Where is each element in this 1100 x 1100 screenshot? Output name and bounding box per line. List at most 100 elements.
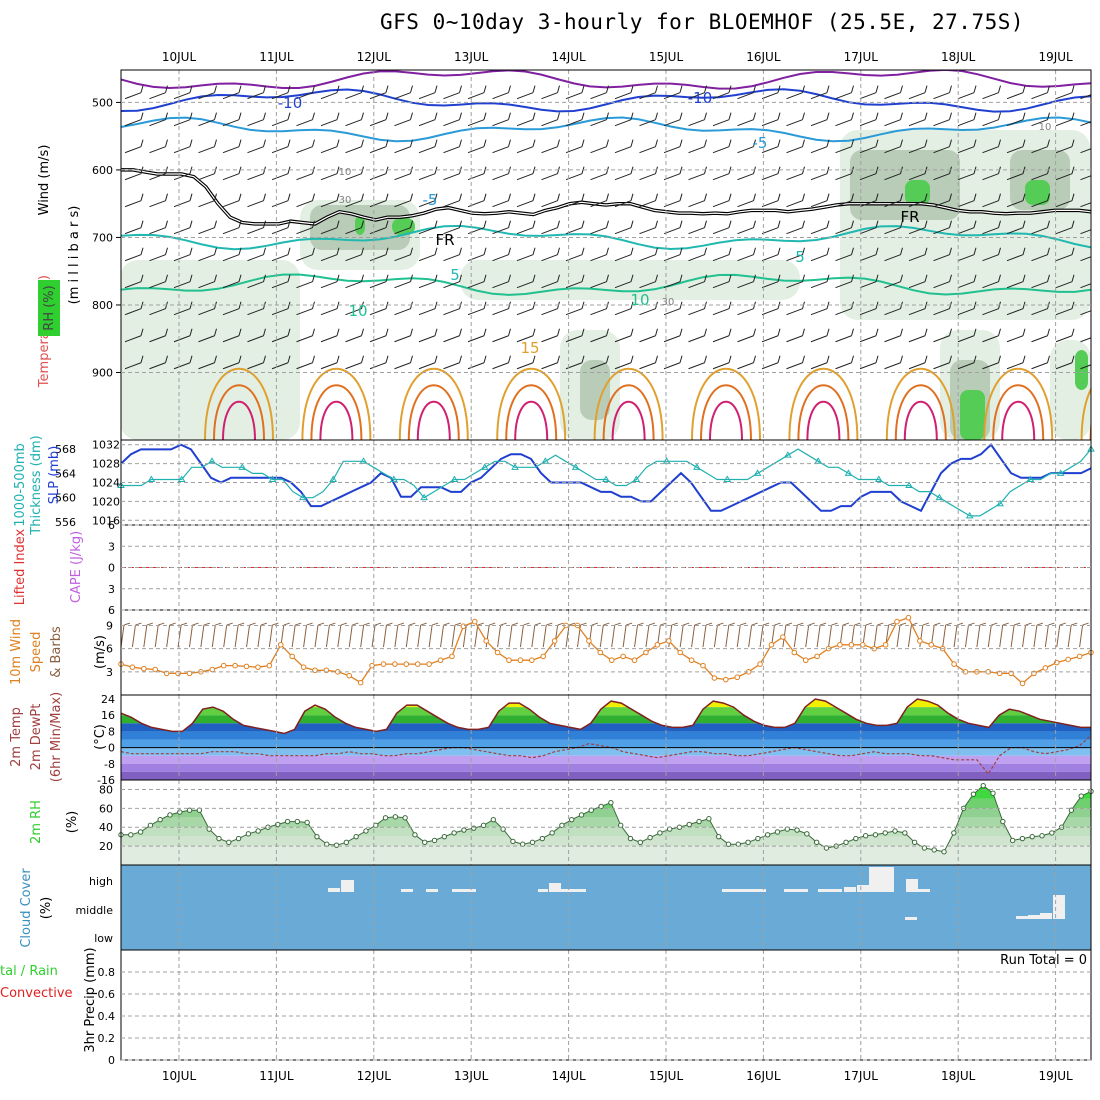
li-tick-label: 6 bbox=[108, 519, 115, 532]
rh-marker bbox=[529, 839, 536, 846]
wind-barb bbox=[957, 112, 977, 127]
surface-wind-barb bbox=[257, 622, 268, 648]
wind-barb bbox=[859, 220, 879, 235]
wind-barb bbox=[1006, 220, 1026, 235]
precip-unit-label: 3hr Precip (mm) bbox=[83, 947, 98, 1052]
temp-contour-loop bbox=[1001, 400, 1036, 440]
wind-barb bbox=[761, 85, 781, 100]
wind-barb bbox=[884, 355, 903, 370]
wind-barb bbox=[418, 85, 438, 100]
surface-wind-barb bbox=[964, 622, 975, 648]
date-label-top: 12JUL bbox=[357, 50, 392, 64]
slp-tick-label: 1024 bbox=[92, 477, 120, 490]
rh-marker bbox=[402, 815, 408, 821]
wind-barb bbox=[149, 193, 168, 208]
rh-tick-label: 20 bbox=[99, 840, 113, 853]
temperature-tick-label: -8 bbox=[104, 758, 115, 771]
wind-barb bbox=[761, 274, 781, 289]
wind-barb bbox=[320, 328, 340, 343]
wind-barb bbox=[712, 328, 732, 343]
wind-barb bbox=[982, 139, 1001, 154]
temperature-band bbox=[121, 771, 1091, 780]
surface-wind-barb bbox=[177, 622, 188, 648]
rh-marker bbox=[471, 825, 477, 831]
rh-marker bbox=[392, 814, 399, 820]
rh-axis-label: RH (%) bbox=[42, 285, 57, 330]
wind-barb bbox=[786, 112, 805, 127]
wind-barb bbox=[1080, 202, 1091, 208]
temperature-tick-label: 24 bbox=[101, 693, 115, 706]
wind-barb bbox=[933, 355, 952, 370]
wind-barb bbox=[835, 139, 854, 154]
wind-barb bbox=[320, 139, 340, 154]
wind-barb bbox=[614, 193, 634, 208]
wind-barb bbox=[761, 355, 781, 370]
cloud-bar bbox=[869, 867, 894, 892]
wind-speed-marker bbox=[928, 641, 935, 648]
temp-axis-label: 2m Temp bbox=[9, 707, 24, 767]
cloud-bar bbox=[328, 888, 340, 892]
wind-barb bbox=[443, 220, 462, 235]
li-tick-label: 3 bbox=[108, 583, 115, 596]
rh-marker bbox=[382, 815, 389, 821]
wind-speed-marker bbox=[289, 653, 295, 660]
wind-barb bbox=[296, 274, 315, 289]
cloud-bar bbox=[561, 889, 586, 892]
temperature-band bbox=[121, 763, 1091, 772]
wind-speed-marker bbox=[608, 657, 615, 664]
wind-barb bbox=[124, 220, 144, 235]
wind-barb bbox=[443, 85, 462, 100]
cloud-bar bbox=[1028, 915, 1040, 919]
wind-speed-marker bbox=[392, 661, 398, 667]
wind-barb bbox=[884, 193, 903, 208]
wind-tick-label: 9 bbox=[106, 619, 113, 632]
thickness-marker bbox=[935, 493, 944, 501]
rh-marker bbox=[490, 816, 497, 823]
wind-barb bbox=[565, 85, 585, 100]
wind-barb bbox=[516, 85, 536, 100]
panel-8-background bbox=[121, 950, 1091, 1060]
wind-barb bbox=[737, 274, 756, 289]
rh-band bbox=[121, 836, 1091, 847]
isotherm-line bbox=[121, 273, 1091, 296]
thickness-marker bbox=[177, 475, 186, 482]
precip-tick-label: 0.8 bbox=[98, 966, 116, 979]
date-label-top: 16JUL bbox=[746, 50, 781, 64]
rh-marker bbox=[627, 835, 634, 842]
surface-wind-barb bbox=[303, 622, 313, 648]
wind-barb bbox=[1031, 139, 1050, 154]
wind-barb bbox=[810, 274, 830, 289]
wind-barb bbox=[418, 274, 438, 289]
wind-barb bbox=[663, 328, 683, 343]
rh-marker bbox=[353, 833, 359, 840]
temp-contour-loop bbox=[416, 400, 451, 440]
cloud-bar bbox=[549, 883, 561, 892]
rh-marker bbox=[843, 839, 849, 846]
wind-barb bbox=[271, 112, 291, 127]
wind-barb bbox=[516, 193, 536, 208]
wind-speed-marker bbox=[951, 661, 957, 667]
wind-barb bbox=[1055, 274, 1075, 289]
rh-marker bbox=[500, 826, 506, 832]
slp-tick-label: 1028 bbox=[92, 458, 120, 471]
wind-barb bbox=[271, 220, 291, 235]
cloud-level-label: low bbox=[94, 932, 113, 945]
thickness-marker bbox=[238, 463, 247, 470]
contour-label: 30 bbox=[339, 195, 352, 206]
temp-contour-loop bbox=[788, 367, 859, 440]
wind-barb bbox=[982, 274, 1001, 289]
wind-barb bbox=[688, 85, 707, 100]
surface-wind-barb bbox=[1033, 622, 1044, 648]
temp-contour-loop bbox=[222, 400, 256, 440]
contour-label: 10 bbox=[348, 302, 367, 320]
wind-barb bbox=[222, 220, 242, 235]
wind-barb bbox=[761, 112, 781, 127]
wind-barb bbox=[884, 328, 903, 343]
surface-wind-barb bbox=[519, 622, 530, 648]
wind-barb bbox=[198, 85, 217, 100]
wind-speed-marker bbox=[517, 657, 524, 664]
wind-barb bbox=[369, 85, 389, 100]
rh-marker bbox=[431, 837, 438, 844]
wind-barb bbox=[198, 193, 217, 208]
temp-contour-loop bbox=[1080, 386, 1091, 440]
